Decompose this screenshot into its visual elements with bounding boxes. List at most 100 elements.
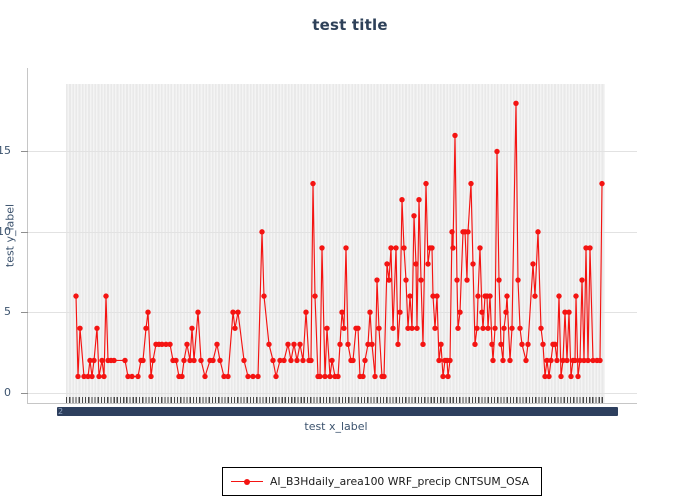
data-point-marker	[492, 325, 498, 331]
data-point-marker	[485, 325, 491, 331]
data-point-marker	[297, 341, 303, 348]
data-point-marker	[546, 373, 552, 380]
data-point-marker	[288, 357, 294, 364]
data-point-marker	[401, 245, 407, 251]
x-tick-marks	[66, 397, 605, 403]
data-point-marker	[498, 341, 504, 348]
data-point-marker	[560, 357, 566, 364]
data-point-marker	[355, 325, 361, 331]
data-point-marker	[599, 180, 605, 187]
data-point-marker	[140, 357, 146, 364]
y-axis-spine	[27, 68, 28, 404]
data-point-marker	[535, 229, 541, 235]
data-point-marker	[103, 293, 109, 299]
data-point-marker	[232, 325, 238, 331]
y-tick-label-text: 5	[4, 305, 11, 319]
data-point-marker	[432, 325, 438, 331]
data-point-marker	[122, 357, 128, 364]
data-point-marker	[339, 309, 345, 315]
data-point-marker	[94, 325, 100, 331]
data-point-marker	[184, 341, 190, 348]
data-point-marker	[324, 325, 330, 331]
data-point-marker	[556, 293, 562, 299]
data-point-marker	[489, 341, 495, 348]
data-point-marker	[513, 100, 519, 106]
data-point-marker	[450, 245, 456, 251]
data-point-marker	[418, 277, 424, 283]
data-point-marker	[75, 373, 81, 380]
data-point-marker	[517, 325, 523, 331]
data-point-marker	[372, 373, 378, 380]
data-point-marker	[101, 373, 107, 380]
data-point-marker	[85, 373, 91, 380]
data-point-marker	[564, 357, 570, 364]
data-point-marker	[566, 309, 572, 315]
data-point-marker	[403, 277, 409, 283]
data-point-marker	[376, 325, 382, 331]
data-point-marker	[221, 373, 227, 380]
data-point-marker	[99, 357, 105, 364]
data-point-marker	[416, 197, 422, 203]
data-point-marker	[374, 277, 380, 283]
data-point-marker	[447, 357, 453, 364]
data-point-marker	[503, 309, 509, 315]
data-point-marker	[129, 373, 135, 380]
data-point-marker	[429, 245, 435, 251]
data-point-marker	[540, 341, 546, 348]
data-point-marker	[409, 325, 415, 331]
gridline-y-0	[28, 392, 637, 394]
data-point-marker	[217, 357, 223, 364]
data-point-marker	[452, 132, 458, 139]
data-point-marker	[477, 245, 483, 251]
data-point-marker	[255, 373, 261, 380]
data-point-marker	[335, 373, 341, 380]
data-point-marker	[438, 341, 444, 348]
data-point-marker	[455, 325, 461, 331]
data-point-marker	[362, 357, 368, 364]
data-point-marker	[472, 341, 478, 348]
data-point-marker	[96, 373, 102, 380]
gridline-y-15	[28, 151, 637, 153]
data-point-marker	[285, 341, 291, 348]
data-point-marker	[87, 357, 93, 364]
y-tick-mark	[21, 151, 28, 153]
data-point-marker	[509, 325, 515, 331]
data-point-marker	[542, 373, 548, 380]
data-point-marker	[532, 293, 538, 299]
data-point-marker	[465, 229, 471, 235]
data-point-marker	[294, 357, 300, 364]
legend-line-marker-sample	[231, 478, 263, 486]
data-point-marker	[81, 373, 87, 380]
data-point-marker	[515, 277, 521, 283]
data-point-marker	[329, 357, 335, 364]
data-point-marker	[573, 293, 579, 299]
data-point-marker	[312, 293, 318, 299]
data-point-marker	[407, 293, 413, 299]
data-point-marker	[369, 341, 375, 348]
data-point-marker	[167, 341, 173, 348]
data-point-marker	[475, 293, 481, 299]
data-point-marker	[73, 293, 79, 299]
x-tick-label-hint: 2	[58, 407, 64, 416]
data-point-marker	[390, 325, 396, 331]
y-tick-label-text: 0	[4, 385, 11, 399]
data-point-marker	[198, 357, 204, 364]
x-axis-spine	[27, 403, 637, 404]
data-point-marker	[225, 373, 231, 380]
data-point-marker	[145, 309, 151, 315]
data-point-marker	[577, 357, 583, 364]
data-point-marker	[365, 341, 371, 348]
data-point-marker	[317, 373, 323, 380]
data-point-marker	[430, 293, 436, 299]
data-point-marker	[179, 373, 185, 380]
data-point-marker	[538, 325, 544, 331]
data-point-marker	[291, 341, 297, 348]
data-point-marker	[457, 309, 463, 315]
data-point-marker	[148, 373, 154, 380]
data-point-marker	[341, 325, 347, 331]
data-point-marker	[77, 325, 83, 331]
data-point-marker	[189, 325, 195, 331]
data-point-marker	[548, 357, 554, 364]
data-point-marker	[554, 357, 560, 364]
data-point-marker	[135, 373, 141, 380]
